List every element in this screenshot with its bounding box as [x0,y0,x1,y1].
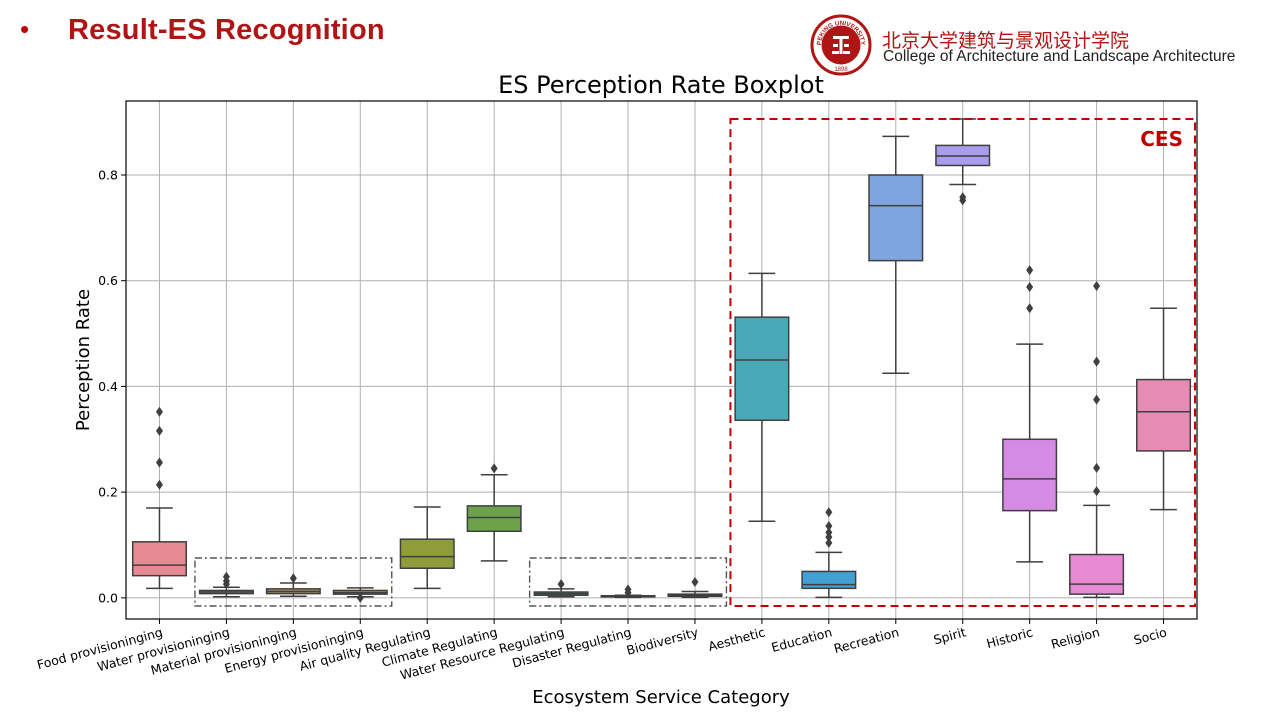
outlier-point [1093,462,1101,473]
y-axis-label: Perception Rate [73,289,94,431]
box-12 [868,135,924,374]
box-body [868,174,924,262]
box-3 [265,573,321,598]
outlier-point [959,192,967,203]
outlier-point [1026,282,1034,293]
box-body [1002,438,1058,512]
x-axis-label: Ecosystem Service Category [532,687,790,708]
x-tick-label: Aesthetic [706,624,766,654]
outlier-point [1093,281,1101,291]
outlier-point [222,571,230,582]
outlier-point [557,579,565,590]
institution-name-cn: 北京大学建筑与景观设计学院 [882,30,1130,52]
box-body [466,505,522,533]
grid [126,101,1197,619]
title-bullet: • [20,14,30,44]
outlier-point [490,463,498,474]
annotation-box [729,118,1196,607]
outlier-point [289,573,297,584]
slide-title: Result-ES Recognition [68,14,385,46]
y-tick-label: 0.4 [98,379,118,394]
y-tick-label: 0.2 [98,485,118,500]
box-15 [1069,281,1125,599]
box-body [801,570,857,590]
annotation-label: CES [1140,127,1183,151]
box-8 [600,584,656,599]
outlier-point [1026,265,1034,276]
svg-text:1898: 1898 [834,67,848,73]
box-body [1136,378,1192,452]
slide-header: • Result-ES Recognition PEKING UNIVERSIT… [0,0,1280,76]
outlier-point [825,537,833,548]
box-14 [1002,265,1058,563]
box-body [399,538,455,570]
outlier-point [155,457,163,468]
box-7 [533,579,589,598]
box-body [734,316,790,422]
institution-name-en: College of Architecture and Landscape Ar… [883,48,1236,65]
x-tick-label: Religion [1049,624,1101,651]
outlier-point [356,592,364,603]
x-tick-label: Recreation [832,624,900,656]
x-tick-label: Education [770,624,834,655]
outlier-point [825,527,833,538]
outlier-point [155,479,163,490]
box-2 [198,571,254,598]
outlier-point [155,406,163,417]
x-tick-label: Biodiversity [625,624,701,658]
box-body [1069,553,1125,595]
y-tick-label: 0.8 [98,168,118,183]
box-9 [667,577,723,599]
outlier-point [1026,303,1034,314]
box-4 [332,587,388,603]
outlier-point [624,584,632,595]
y-tick-label: 0.6 [98,273,118,288]
y-tick-label: 0.0 [98,590,118,605]
box-1 [131,406,187,590]
box-10 [734,272,790,522]
outlier-point [1093,394,1101,405]
annotation-box [528,557,728,607]
university-logo-icon: PEKING UNIVERSITY 1898 [810,14,872,76]
outlier-point [155,425,163,436]
box-5 [399,506,455,590]
outlier-point [1093,486,1101,497]
x-tick-label: Spirit [932,624,968,647]
chart-title: ES Perception Rate Boxplot [498,71,824,99]
annotation-box [194,557,393,607]
outlier-point [825,520,833,531]
box-13 [935,118,991,206]
box-11 [801,507,857,599]
outlier-point [691,577,699,587]
outlier-point [825,507,833,518]
box-6 [466,463,522,562]
box-16 [1136,307,1192,511]
plot-frame [125,100,1198,620]
x-tick-label: Historic [985,624,1035,651]
outlier-point [1093,356,1101,367]
box-body [131,541,187,577]
x-tick-label: Socio [1132,624,1168,647]
